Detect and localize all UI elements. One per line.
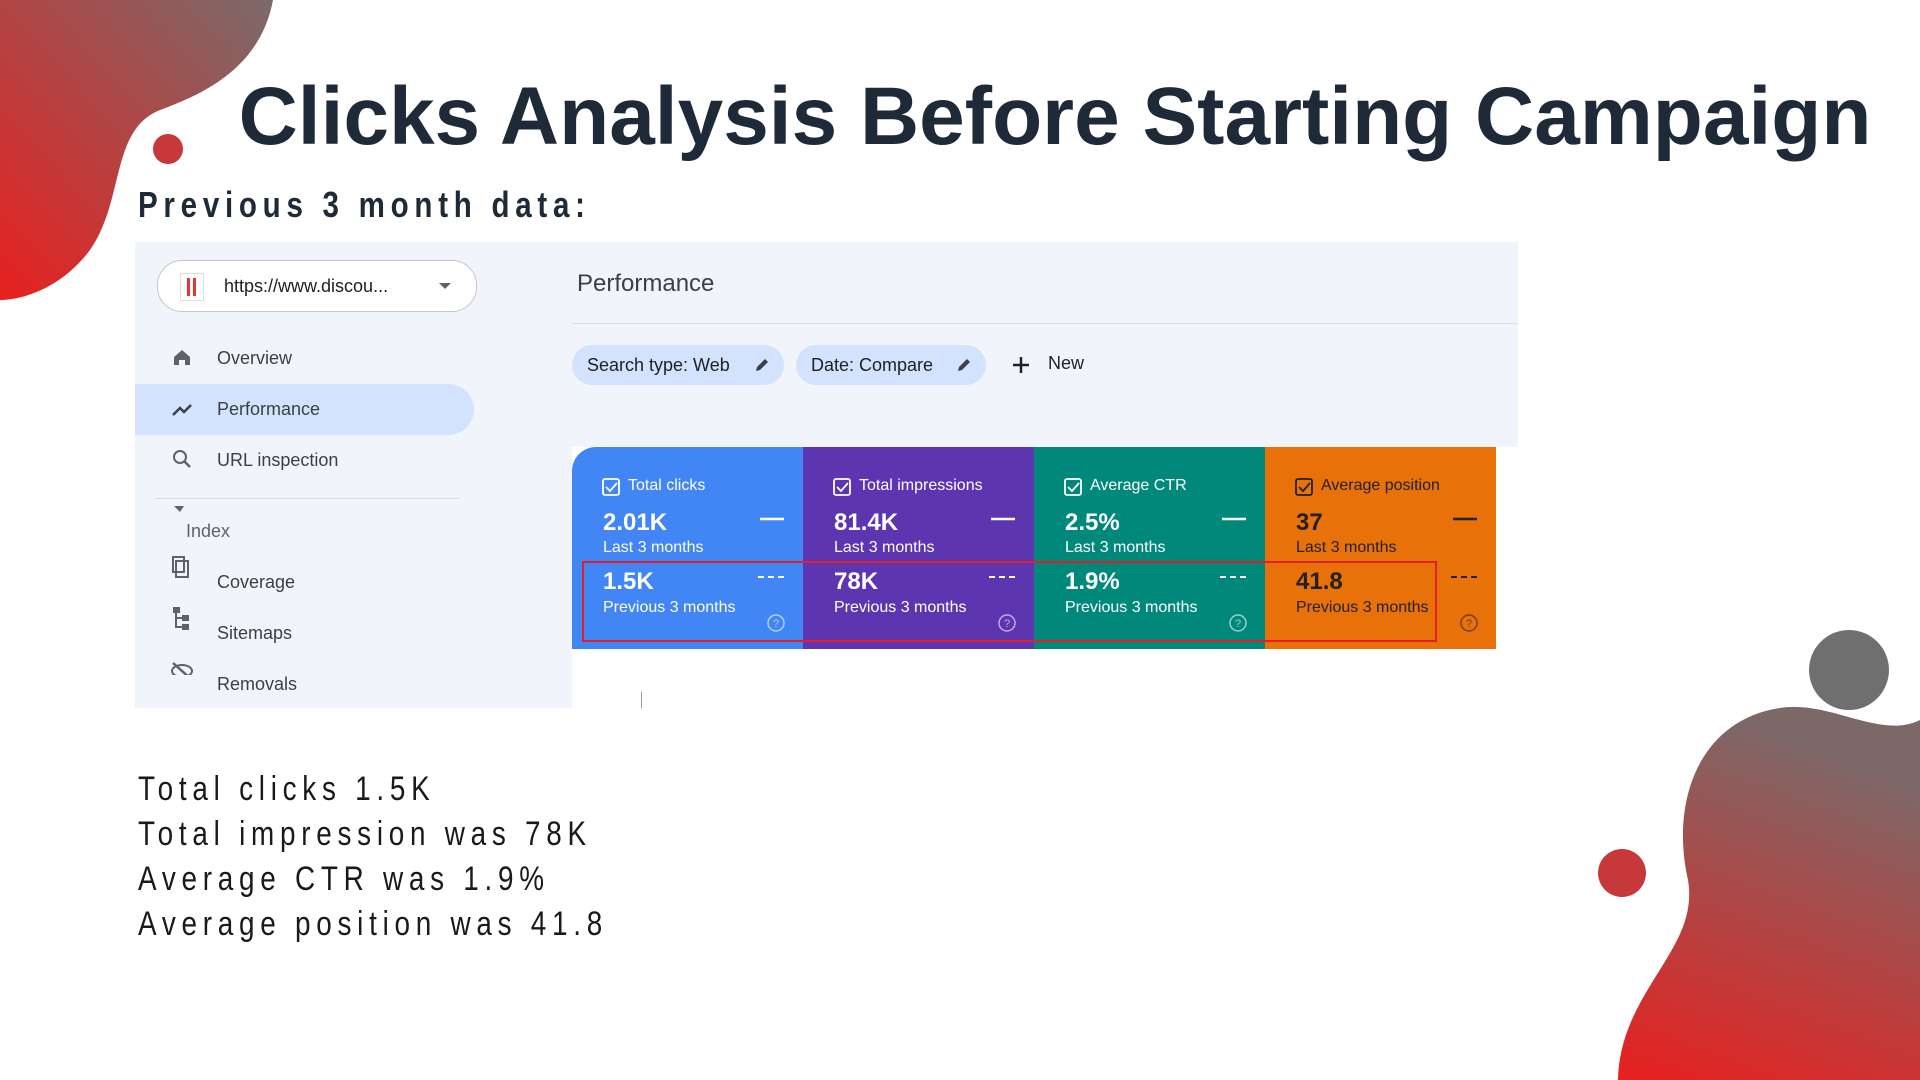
svg-text:?: ? <box>1004 618 1010 630</box>
note-line: Total clicks 1.5K <box>138 770 436 808</box>
filter-chip[interactable]: Search type: Web <box>572 345 784 385</box>
metric-previous-period: Previous 3 months <box>603 599 736 616</box>
metric-value: 2.5% <box>1065 509 1120 536</box>
metric-card[interactable]: ? Average CTR 2.5% Last 3 months 1.9% Previou… <box>1034 447 1265 649</box>
nav-section[interactable]: Index <box>186 521 231 541</box>
filter-text: Search type: Web <box>587 355 730 375</box>
nav-item[interactable]: Removals <box>217 674 298 694</box>
metric-period: Last 3 months <box>1296 539 1397 556</box>
note-line: Average position was 41.8 <box>138 905 609 943</box>
nav-icons <box>171 350 193 675</box>
metric-previous-value: 41.8 <box>1296 568 1343 595</box>
metric-previous-period: Previous 3 months <box>834 599 967 616</box>
edit-icon <box>756 359 768 371</box>
highlight-box <box>582 561 1437 642</box>
new-label: New <box>1048 353 1085 373</box>
sidebar: https://www.discou... Overview Performan… <box>135 242 572 708</box>
filter-chip[interactable]: Date: Compare <box>796 345 986 385</box>
card-icons: ? <box>1064 478 1247 632</box>
metric-previous-value: 1.9% <box>1065 568 1120 595</box>
nav-item[interactable]: Performance <box>217 399 321 419</box>
nav-item[interactable]: Coverage <box>217 572 296 592</box>
metric-period: Last 3 months <box>834 539 935 556</box>
page-header: Performance <box>577 270 715 297</box>
divider <box>155 498 459 499</box>
property-selector[interactable]: https://www.discou... <box>157 260 477 312</box>
metric-label: Total impressions <box>859 477 983 494</box>
active-nav-bg <box>135 384 474 435</box>
nav-item[interactable]: Overview <box>217 348 293 368</box>
svg-text:?: ? <box>1466 618 1472 630</box>
metric-period: Last 3 months <box>603 539 704 556</box>
main-panel: Performance <box>572 242 1518 447</box>
cursor <box>641 692 642 708</box>
metric-previous-value: 78K <box>834 568 879 595</box>
metric-period: Last 3 months <box>1065 539 1166 556</box>
subtitle: Previous 3 month data: <box>138 184 591 225</box>
metric-label: Average CTR <box>1090 477 1187 494</box>
nav-item[interactable]: URL inspection <box>217 450 339 470</box>
metric-card[interactable]: ? Total clicks 2.01K Last 3 months 1.5K Previ… <box>572 447 803 649</box>
note-line: Total impression was 78K <box>138 815 592 853</box>
edit-icon <box>958 359 970 371</box>
svg-text:?: ? <box>1235 618 1241 630</box>
filter-text: Date: Compare <box>811 355 934 375</box>
nav-item[interactable]: Sitemaps <box>217 623 293 643</box>
note-line: Average CTR was 1.9% <box>138 860 550 898</box>
property-url: https://www.discou... <box>224 276 389 296</box>
metric-previous-period: Previous 3 months <box>1065 599 1198 616</box>
metric-value: 2.01K <box>603 509 668 536</box>
divider <box>572 323 1518 324</box>
site-icon <box>180 273 204 301</box>
slide-title: Clicks Analysis Before Starting Campaign <box>238 71 1872 162</box>
card-icons: ? <box>602 478 785 632</box>
metric-previous-value: 1.5K <box>603 568 654 595</box>
plus-icon <box>1013 357 1029 373</box>
metric-value: 81.4K <box>834 509 899 536</box>
metric-value: 37 <box>1296 509 1323 536</box>
dropdown-arrow <box>439 283 451 289</box>
svg-text:?: ? <box>773 618 779 630</box>
metric-label: Total clicks <box>628 477 706 494</box>
metric-card[interactable]: ? Total impressions 81.4K Last 3 months 78K P… <box>803 447 1034 649</box>
metric-previous-period: Previous 3 months <box>1296 599 1429 616</box>
metric-label: Average position <box>1321 477 1440 494</box>
metric-card[interactable]: ? Average position 37 Last 3 months 41.8 Prev… <box>1265 447 1496 649</box>
card-icons: ? <box>1295 478 1478 632</box>
card-icons: ? <box>833 478 1016 632</box>
